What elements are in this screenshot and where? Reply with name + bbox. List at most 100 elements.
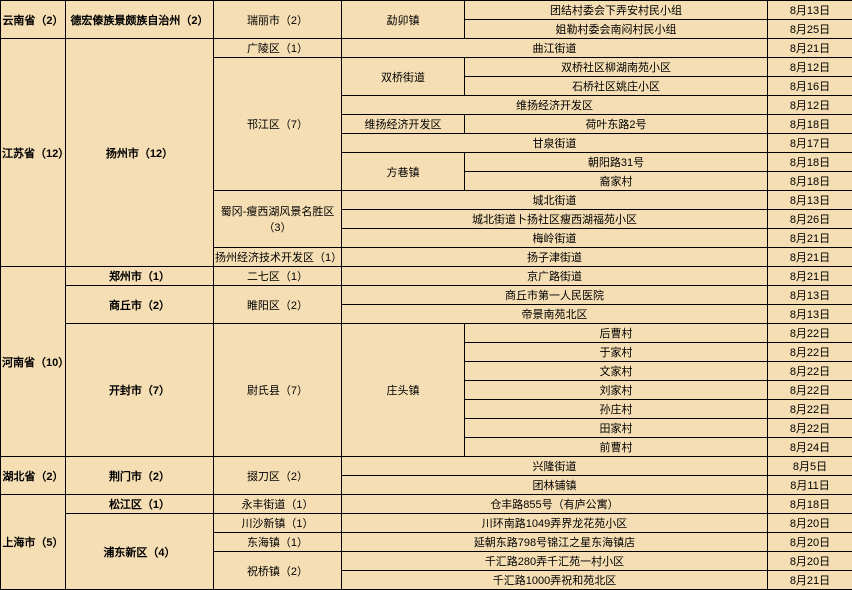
town-cell: 仓丰路855号（有庐公寓） xyxy=(342,495,768,514)
town-cell: 川环南路1049弄界龙花苑小区 xyxy=(342,514,768,533)
town-cell: 方巷镇 xyxy=(342,153,465,191)
province-cell: 云南省（2） xyxy=(1,1,66,39)
county-cell: 川沙新镇（1） xyxy=(214,514,342,533)
date-cell: 8月16日 xyxy=(768,77,852,96)
date-cell: 8月13日 xyxy=(768,305,852,324)
town-cell: 梅岭街道 xyxy=(342,229,768,248)
loc-cell: 孙庄村 xyxy=(465,400,768,419)
town-cell: 团林铺镇 xyxy=(342,476,768,495)
date-cell: 8月18日 xyxy=(768,172,852,191)
date-cell: 8月20日 xyxy=(768,552,852,571)
table-row: 上海市（5）松江区（1）永丰街道（1）仓丰路855号（有庐公寓）8月18日 xyxy=(1,495,852,514)
prefecture-cell: 郑州市（1） xyxy=(66,267,214,286)
loc-cell: 后曹村 xyxy=(465,324,768,343)
table-row: 河南省（10）郑州市（1）二七区（1）京广路街道8月21日 xyxy=(1,267,852,286)
date-cell: 8月22日 xyxy=(768,381,852,400)
date-cell: 8月13日 xyxy=(768,286,852,305)
town-cell: 维扬经济开发区 xyxy=(342,115,465,134)
loc-cell: 朝阳路31号 xyxy=(465,153,768,172)
town-cell: 城北街道 xyxy=(342,191,768,210)
date-cell: 8月21日 xyxy=(768,248,852,267)
province-cell: 上海市（5） xyxy=(1,495,66,590)
date-cell: 8月13日 xyxy=(768,1,852,20)
county-cell: 掇刀区（2） xyxy=(214,457,342,495)
date-cell: 8月22日 xyxy=(768,324,852,343)
date-cell: 8月5日 xyxy=(768,457,852,476)
date-cell: 8月13日 xyxy=(768,191,852,210)
town-cell: 扬子津街道 xyxy=(342,248,768,267)
town-cell: 甘泉街道 xyxy=(342,134,768,153)
table-row: 开封市（7）尉氏县（7）庄头镇后曹村8月22日 xyxy=(1,324,852,343)
prefecture-cell: 荆门市（2） xyxy=(66,457,214,495)
province-cell: 江苏省（12） xyxy=(1,39,66,267)
date-cell: 8月22日 xyxy=(768,400,852,419)
province-cell: 湖北省（2） xyxy=(1,457,66,495)
prefecture-cell: 德宏傣族景颇族自治州（2） xyxy=(66,1,214,39)
table-row: 湖北省（2）荆门市（2）掇刀区（2）兴隆街道8月5日 xyxy=(1,457,852,476)
county-cell: 永丰街道（1） xyxy=(214,495,342,514)
date-cell: 8月12日 xyxy=(768,96,852,115)
date-cell: 8月20日 xyxy=(768,514,852,533)
town-cell: 延朝东路798号锦江之星东海镇店 xyxy=(342,533,768,552)
town-cell: 兴隆街道 xyxy=(342,457,768,476)
loc-cell: 团结村委会下弄安村民小组 xyxy=(465,1,768,20)
date-cell: 8月20日 xyxy=(768,533,852,552)
date-cell: 8月21日 xyxy=(768,229,852,248)
county-cell: 扬州经济技术开发区（1） xyxy=(214,248,342,267)
town-cell: 双桥街道 xyxy=(342,58,465,96)
date-cell: 8月18日 xyxy=(768,115,852,134)
date-cell: 8月12日 xyxy=(768,58,852,77)
loc-cell: 双桥社区柳湖南苑小区 xyxy=(465,58,768,77)
county-cell: 二七区（1） xyxy=(214,267,342,286)
county-cell: 东海镇（1） xyxy=(214,533,342,552)
prefecture-cell: 扬州市（12） xyxy=(66,39,214,267)
county-cell: 尉氏县（7） xyxy=(214,324,342,457)
loc-cell: 于家村 xyxy=(465,343,768,362)
prefecture-cell: 松江区（1） xyxy=(66,495,214,514)
date-cell: 8月21日 xyxy=(768,571,852,590)
date-cell: 8月25日 xyxy=(768,20,852,39)
county-cell: 睢阳区（2） xyxy=(214,286,342,324)
table-row: 浦东新区（4）川沙新镇（1）川环南路1049弄界龙花苑小区8月20日 xyxy=(1,514,852,533)
province-cell: 河南省（10） xyxy=(1,267,66,457)
loc-cell: 刘家村 xyxy=(465,381,768,400)
date-cell: 8月24日 xyxy=(768,438,852,457)
town-cell: 千汇路280弄千汇苑一村小区 xyxy=(342,552,768,571)
prefecture-cell: 浦东新区（4） xyxy=(66,514,214,590)
date-cell: 8月21日 xyxy=(768,267,852,286)
town-cell: 京广路街道 xyxy=(342,267,768,286)
loc-cell: 石桥社区姚庄小区 xyxy=(465,77,768,96)
loc-cell: 荷叶东路2号 xyxy=(465,115,768,134)
date-cell: 8月11日 xyxy=(768,476,852,495)
table-row: 云南省（2）德宏傣族景颇族自治州（2）瑞丽市（2）勐卯镇团结村委会下弄安村民小组… xyxy=(1,1,852,20)
date-cell: 8月22日 xyxy=(768,419,852,438)
town-cell: 维扬经济开发区 xyxy=(342,96,768,115)
town-cell: 庄头镇 xyxy=(342,324,465,457)
county-cell: 祝桥镇（2） xyxy=(214,552,342,590)
loc-cell: 前曹村 xyxy=(465,438,768,457)
table-row: 商丘市（2）睢阳区（2）商丘市第一人民医院8月13日 xyxy=(1,286,852,305)
town-cell: 商丘市第一人民医院 xyxy=(342,286,768,305)
date-cell: 8月17日 xyxy=(768,134,852,153)
date-cell: 8月22日 xyxy=(768,343,852,362)
table-row: 江苏省（12）扬州市（12）广陵区（1）曲江街道8月21日 xyxy=(1,39,852,58)
date-cell: 8月21日 xyxy=(768,39,852,58)
prefecture-cell: 商丘市（2） xyxy=(66,286,214,324)
loc-cell: 田家村 xyxy=(465,419,768,438)
prefecture-cell: 开封市（7） xyxy=(66,324,214,457)
county-cell: 蜀冈-瘦西湖风景名胜区（3） xyxy=(214,191,342,248)
date-cell: 8月18日 xyxy=(768,495,852,514)
town-cell: 帝景南苑北区 xyxy=(342,305,768,324)
town-cell: 千汇路1000弄祝和苑北区 xyxy=(342,571,768,590)
loc-cell: 姐勒村委会南闷村民小组 xyxy=(465,20,768,39)
loc-cell: 裔家村 xyxy=(465,172,768,191)
town-cell: 曲江街道 xyxy=(342,39,768,58)
region-table: 云南省（2）德宏傣族景颇族自治州（2）瑞丽市（2）勐卯镇团结村委会下弄安村民小组… xyxy=(0,0,852,590)
date-cell: 8月22日 xyxy=(768,362,852,381)
date-cell: 8月18日 xyxy=(768,153,852,172)
county-cell: 广陵区（1） xyxy=(214,39,342,58)
date-cell: 8月26日 xyxy=(768,210,852,229)
town-cell: 城北街道卜扬社区瘦西湖福苑小区 xyxy=(342,210,768,229)
town-cell: 勐卯镇 xyxy=(342,1,465,39)
county-cell: 瑞丽市（2） xyxy=(214,1,342,39)
